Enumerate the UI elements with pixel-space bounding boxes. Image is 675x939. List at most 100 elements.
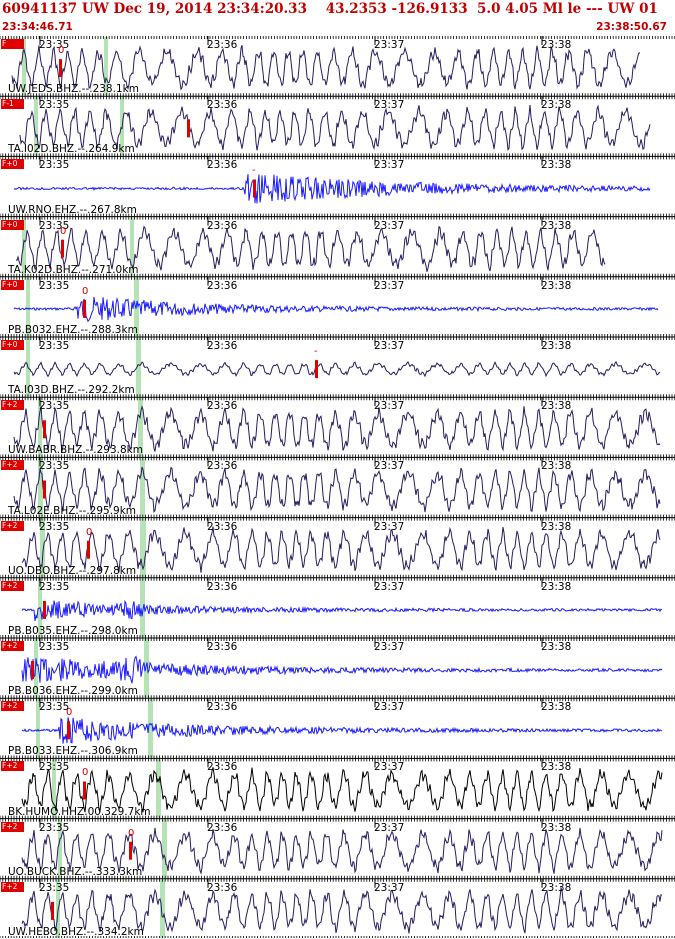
filter-tag: F-1 [1,99,24,110]
pick-marker [51,901,54,920]
time-axis-label: 23:37 [374,641,405,653]
time-axis-label: 23:38 [541,821,572,834]
pick-marker [87,540,90,559]
phase-window [160,879,165,938]
trace-panel-labels: F+2 23:35 23:36 23:37 23:38 PB.B036.EHZ.--.29… [0,638,675,698]
filter-tag: F+0 [1,159,24,170]
waveform [11,45,641,91]
station-label: UO.DBO.BHZ.--.297.8km [8,564,137,577]
phase-window [40,518,45,577]
station-label: PB.B033.EHZ.--.306.9km [8,745,138,758]
waveform [13,360,661,378]
phase-window [140,518,146,577]
phase-window [162,819,167,878]
pick-marker [59,59,62,78]
pick-marker [43,420,46,439]
trace-panel [0,337,675,398]
trace-panel-labels: F 23:35 23:36 23:37 23:38 0 UW.JEDS.BHZ.--.238… [0,36,675,96]
pick-marker [83,299,86,318]
time-axis-label: 23:37 [374,279,405,292]
filter-tag: F+2 [1,821,24,832]
station-label: UW.BABR.BHZ.--.293.8km [8,444,143,457]
waveform [21,526,661,573]
time-axis-label: 23:37 [374,881,405,894]
time-axis-label: 23:38 [541,520,572,533]
phase-window [22,217,26,276]
time-axis-label: 23:36 [207,761,238,774]
phase-window [22,37,26,96]
phase-label: 0 [86,526,93,538]
time-axis-label: 23:35 [39,821,70,834]
time-axis-label: 23:38 [541,761,572,774]
station-label: TA.I03D.BHZ.--.292.2km [8,384,135,397]
time-axis-label: 23:37 [374,761,405,774]
waveform [21,655,663,684]
filter-tag: F+2 [1,761,24,772]
time-axis-label: 23:36 [207,641,238,653]
trace-panel [0,818,675,880]
time-axis-label: 23:36 [207,520,238,533]
trace-panel-labels: F+0 23:35 23:36 23:37 23:38 0 PB.B032.EHZ.--.2… [0,277,675,337]
time-axis-label: 23:36 [207,580,238,593]
time-axis-label: 23:36 [207,400,238,413]
time-axis-label: 23:38 [541,881,572,894]
time-axis-label: 23:36 [207,219,238,232]
waveform [21,827,663,875]
time-axis-label: 23:36 [207,881,238,894]
time-axis-label: 23:37 [374,39,405,51]
time-axis-label: 23:36 [207,39,238,51]
time-axis-label: 23:35 [39,580,70,593]
time-axis-label: 23:38 [541,460,572,473]
phase-window [104,37,108,96]
time-axis-label: 23:35 [39,159,70,172]
waveform [21,717,663,744]
time-axis-label: 23:36 [207,340,238,352]
trace-panel-labels: F+2 23:35 23:36 23:37 23:38 0 UO.BUCK.BHZ.--.3… [0,819,675,879]
phase-label: 0 [82,285,89,297]
phase-window [58,819,62,878]
waveform [13,296,659,323]
phase-window [130,217,134,276]
time-axis-label: 23:37 [374,701,405,714]
pick-marker [129,841,132,860]
trace-panel [0,397,675,458]
seismogram-panels: F 23:35 23:36 23:37 23:38 0 UW.JEDS.BHZ.--.238… [0,36,675,938]
time-axis-label: 23:37 [374,520,405,533]
time-axis-label: 23:35 [39,520,70,533]
trace-panel [0,276,675,338]
time-axis-label: 23:36 [207,821,238,834]
time-axis-label: 23:38 [541,701,572,714]
time-axis-label: 23:35 [39,279,70,292]
pick-marker [187,119,190,138]
phase-label: - [314,346,318,358]
filter-tag: F+0 [1,340,24,350]
pick-marker [31,661,34,680]
station-label: PB.B035.EHZ.--.298.0km [8,624,138,637]
time-axis-label: 23:37 [374,821,405,834]
station-label: UO.BUCK.BHZ.--.333.3km [8,865,143,878]
waveform [15,225,606,272]
time-axis-label: 23:36 [207,159,238,172]
trace-panel [0,36,675,97]
filter-tag: F+2 [1,580,24,591]
filter-tag: F+2 [1,701,24,712]
time-axis-label: 23:37 [374,400,405,413]
station-label: BK.HUMO.HHZ.00.329.7km [8,805,151,818]
time-axis-label: 23:37 [374,340,405,352]
event-header: 60941137 UW Dec 19, 2014 23:34:20.33 43.… [0,0,675,36]
trace-panel-labels: F+0 23:35 23:36 23:37 23:38 - TA.I03D.BHZ.--.2… [0,337,675,397]
phase-label: 0 [60,225,67,237]
time-axis-label: 23:35 [39,460,70,473]
time-axis-label: 23:38 [541,400,572,413]
window-end-time: 23:38:50.67 [596,21,667,33]
phase-label: - [252,165,256,177]
filter-tag: F+2 [1,400,24,411]
filter-tag: F [1,39,24,49]
station-label: UW.RNO.EHZ.--.267.8km [8,203,137,216]
pick-marker [83,781,86,800]
trace-panel-labels: F+2 23:35 23:36 23:37 23:38 UW.BABR.BHZ.--.29… [0,397,675,457]
station-label: TA.K02D.BHZ.--.271.0km [8,263,139,276]
phase-label: 0 [82,767,89,779]
pick-marker [67,721,70,740]
time-axis-label: 23:37 [374,159,405,172]
